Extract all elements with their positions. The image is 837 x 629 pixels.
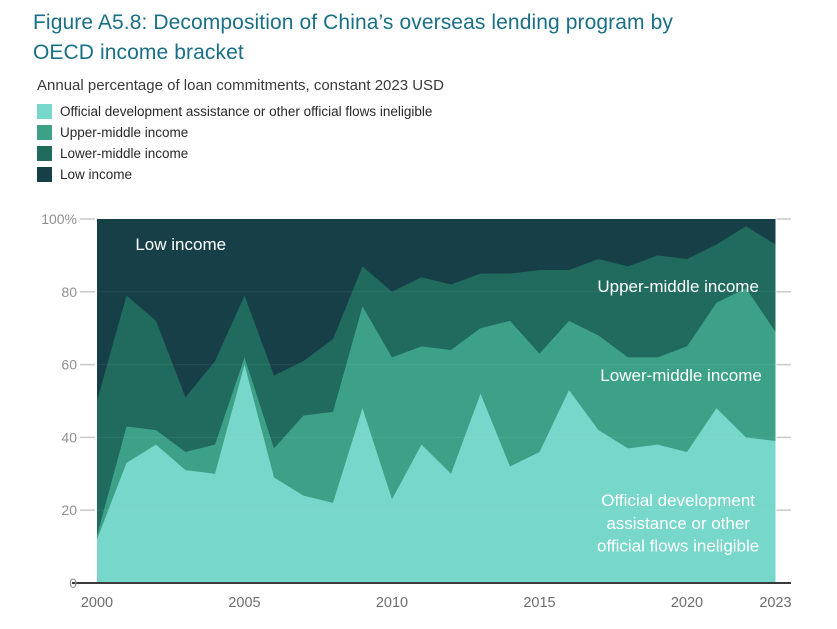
- y-tick-label: 0: [69, 575, 77, 591]
- y-tick-label: 60: [61, 357, 77, 373]
- annotation-label: official flows ineligible: [597, 537, 759, 556]
- x-tick-label: 2015: [523, 595, 555, 611]
- annotation-label: Official development: [601, 491, 755, 510]
- x-tick-label: 2005: [228, 595, 260, 611]
- legend-item-oda-ineligible: Official development assistance or other…: [37, 101, 432, 122]
- y-tick-label: 80: [61, 284, 77, 300]
- legend-swatch-low-income: [37, 167, 52, 182]
- annotation-label: Lower-middle income: [600, 366, 762, 385]
- legend-swatch-lower-middle: [37, 146, 52, 161]
- area-bands: [97, 219, 776, 583]
- figure-title-line1: Figure A5.8: Decomposition of China’s ov…: [33, 11, 673, 34]
- legend-label-upper-middle: Upper-middle income: [60, 125, 189, 140]
- x-tick-label: 2020: [671, 595, 703, 611]
- axes: 0 20 40 60 80 100% 2000 2005 2010 2015 2020 2023: [41, 211, 791, 611]
- figure-title-line2: OECD income bracket: [33, 41, 244, 64]
- area-annotations: Low income Upper-middle income Lower-middl…: [135, 235, 762, 556]
- x-tick-label: 2023: [759, 595, 791, 611]
- gridlines: [97, 291, 776, 511]
- legend-label-oda-ineligible: Official development assistance or other…: [60, 104, 433, 119]
- chart-legend: Official development assistance or other…: [37, 101, 432, 185]
- figure-title: Figure A5.8: Decomposition of China’s ov…: [33, 8, 813, 68]
- legend-label-lower-middle: Lower-middle income: [60, 146, 189, 161]
- legend-item-low-income: Low income: [37, 164, 432, 185]
- legend-item-lower-middle: Lower-middle income: [37, 143, 432, 164]
- x-tick-label: 2000: [81, 595, 113, 611]
- x-tick-label: 2010: [376, 595, 408, 611]
- annotation-label: assistance or other: [606, 514, 750, 533]
- annotation-label: Low income: [135, 235, 226, 254]
- annotation-label: Upper-middle income: [597, 277, 759, 296]
- figure-subtitle: Annual percentage of loan commitments, c…: [37, 77, 444, 94]
- area-band-0: [97, 364, 776, 583]
- y-tick-label: 100%: [41, 211, 77, 227]
- legend-swatch-oda-ineligible: [37, 104, 52, 119]
- y-tick-label: 40: [61, 429, 77, 445]
- legend-swatch-upper-middle: [37, 125, 52, 140]
- figure-header: Figure A5.8: Decomposition of China’s ov…: [33, 8, 813, 94]
- legend-item-upper-middle: Upper-middle income: [37, 122, 432, 143]
- legend-label-low-income: Low income: [60, 167, 133, 182]
- y-tick-label: 20: [61, 502, 77, 518]
